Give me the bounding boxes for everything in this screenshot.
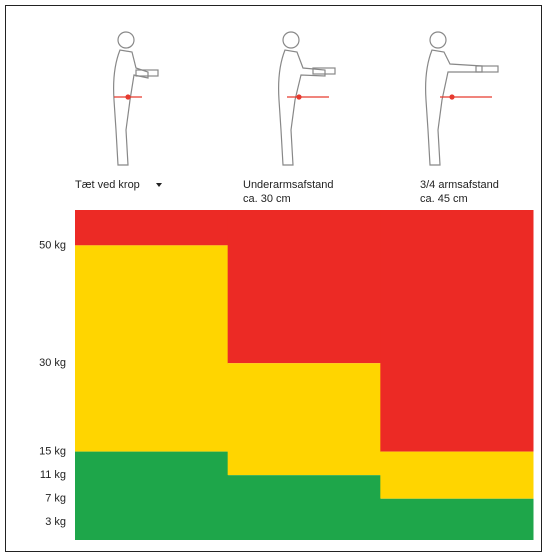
marker	[156, 183, 162, 187]
zone-red	[75, 210, 229, 246]
zone-red	[380, 210, 534, 452]
category-note: ca. 30 cm	[243, 193, 291, 205]
category-label: Tæt ved krop	[75, 179, 140, 191]
y-tick-label: 30 kg	[39, 357, 66, 369]
figures	[113, 31, 499, 166]
category-label: 3/4 armsafstand	[420, 179, 499, 191]
zone-green	[380, 498, 534, 540]
y-tick-label: 50 kg	[39, 239, 66, 251]
zone-green	[75, 451, 229, 540]
zone-yellow	[75, 245, 229, 452]
zone-yellow	[380, 451, 534, 499]
category-note: ca. 45 cm	[420, 193, 468, 205]
zone-green	[227, 475, 381, 540]
y-tick-label: 3 kg	[45, 516, 66, 528]
zone-red	[227, 210, 381, 364]
category-label: Underarmsafstand	[243, 179, 334, 191]
y-tick-label: 11 kg	[40, 469, 66, 481]
y-tick-label: 15 kg	[39, 446, 66, 458]
y-tick-label: 7 kg	[45, 493, 66, 505]
zone-yellow	[227, 363, 381, 476]
frame	[5, 5, 542, 552]
